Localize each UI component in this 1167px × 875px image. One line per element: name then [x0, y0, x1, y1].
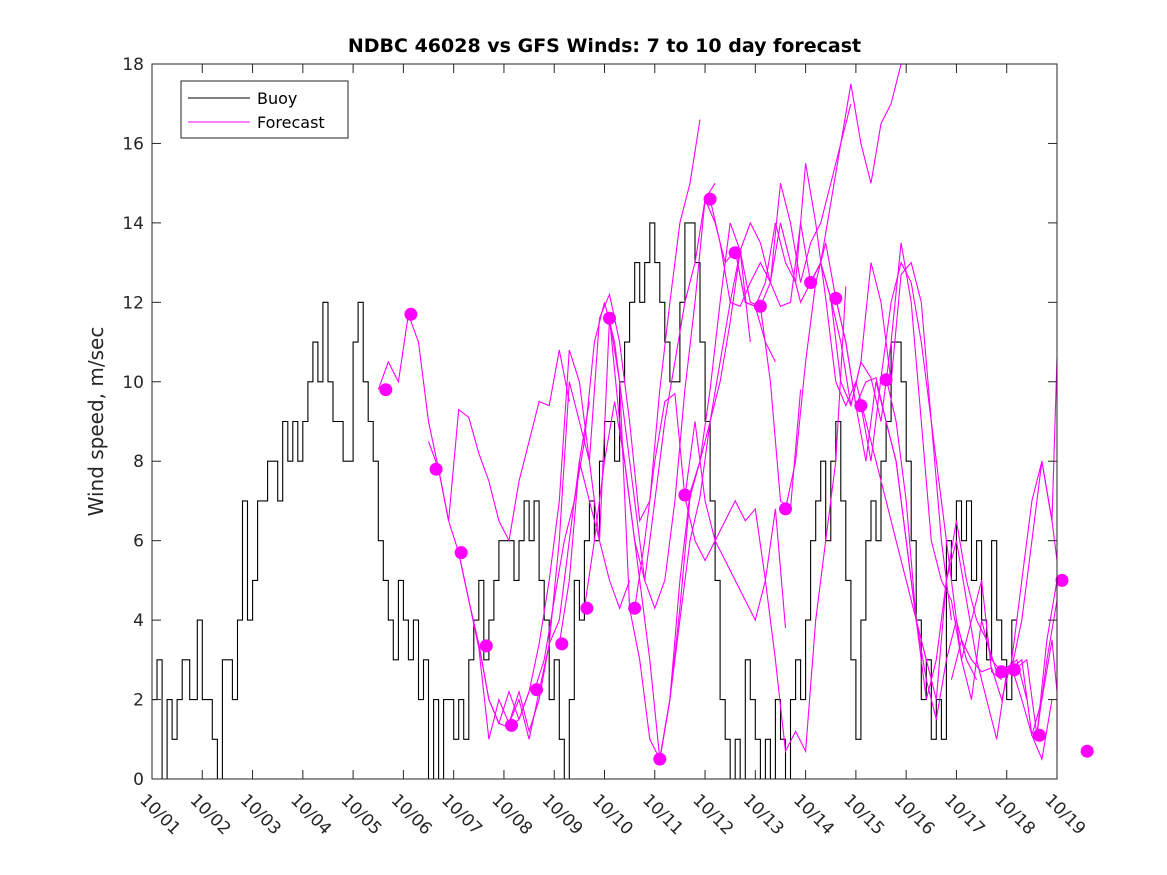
forecast-line-18	[860, 261, 1053, 762]
forecast-line-3	[478, 349, 631, 725]
forecast-point	[603, 311, 616, 325]
forecast-line-8	[608, 250, 802, 760]
forecast-point	[1007, 663, 1021, 677]
forecast-point	[580, 601, 594, 615]
forecast-point	[429, 462, 443, 476]
forecast-point	[753, 299, 767, 313]
x-tick-label: 10/16	[890, 790, 939, 839]
y-tick-label: 4	[133, 611, 144, 631]
y-tick-label: 2	[133, 691, 144, 711]
y-tick-label: 16	[122, 134, 144, 154]
x-tick-label: 10/12	[689, 790, 738, 839]
legend: Buoy Forecast	[180, 80, 349, 139]
forecast-line-23	[1036, 580, 1058, 736]
forecast-point	[779, 502, 792, 516]
forecast-point	[653, 752, 667, 766]
forecast-point	[1080, 744, 1094, 758]
x-tick-label: 10/03	[236, 790, 285, 839]
x-tick-label: 10/14	[789, 790, 838, 839]
forecast-series-group	[377, 63, 1058, 762]
forecast-point	[728, 246, 742, 260]
y-tick-label: 10	[122, 373, 144, 393]
forecast-point	[678, 488, 692, 502]
x-tick-label: 10/19	[1040, 790, 1089, 839]
y-tick-label: 0	[133, 770, 144, 790]
forecast-line-22	[1011, 639, 1058, 736]
y-tick-label: 14	[122, 214, 144, 234]
x-tick-label: 10/11	[638, 790, 687, 839]
forecast-point	[1032, 728, 1046, 742]
x-tick-label: 10/09	[538, 790, 587, 839]
y-tick-label: 12	[122, 293, 144, 313]
x-tick-label: 10/01	[135, 790, 184, 839]
forecast-point	[804, 276, 818, 289]
forecast-line-5	[533, 182, 716, 692]
forecast-point	[404, 307, 418, 321]
forecast-point	[555, 637, 569, 651]
x-tick-label: 10/05	[337, 790, 386, 839]
forecast-line-6	[558, 222, 751, 761]
forecast-point	[995, 665, 1009, 679]
forecast-line-13	[734, 163, 927, 660]
x-tick-label: 10/15	[839, 790, 888, 839]
x-tick-label: 10/10	[588, 790, 637, 839]
forecast-point	[854, 399, 868, 413]
forecast-point	[703, 192, 717, 206]
legend-label-forecast: Forecast	[257, 113, 325, 132]
y-tick-label: 6	[133, 532, 144, 552]
x-tick-label: 10/02	[186, 790, 235, 839]
legend-label-buoy: Buoy	[257, 89, 297, 108]
forecast-points-group	[379, 192, 1094, 766]
forecast-point	[530, 683, 544, 697]
forecast-line-2	[458, 401, 590, 740]
forecast-line-19	[885, 377, 1058, 740]
y-axis-label: Wind speed, m/sec	[84, 327, 108, 517]
x-tick-label: 10/04	[286, 790, 335, 839]
x-tick-label: 10/06	[387, 790, 436, 839]
x-tick-label: 10/18	[990, 790, 1039, 839]
y-tick-label: 18	[122, 55, 144, 75]
forecast-line-0	[377, 314, 530, 729]
legend-box	[180, 80, 349, 139]
forecast-point	[829, 291, 843, 305]
x-tick-label: 10/17	[940, 790, 989, 839]
forecast-point	[628, 601, 642, 615]
forecast-point	[379, 383, 393, 397]
forecast-point	[479, 639, 493, 653]
forecast-line-11	[684, 286, 847, 754]
y-tick-label: 8	[133, 452, 144, 472]
forecast-line-9	[634, 392, 787, 629]
x-tick-label: 10/07	[437, 790, 486, 839]
x-tick-label: 10/08	[487, 790, 536, 839]
forecast-point	[505, 718, 518, 732]
forecast-point	[879, 373, 893, 387]
forecast-point	[1055, 573, 1069, 587]
forecast-line-12	[709, 63, 902, 308]
chart-title: NDBC 46028 vs GFS Winds: 7 to 10 day for…	[348, 35, 861, 57]
forecast-point	[454, 546, 468, 560]
forecast-line-1	[427, 349, 570, 543]
x-tick-label: 10/13	[739, 790, 788, 839]
